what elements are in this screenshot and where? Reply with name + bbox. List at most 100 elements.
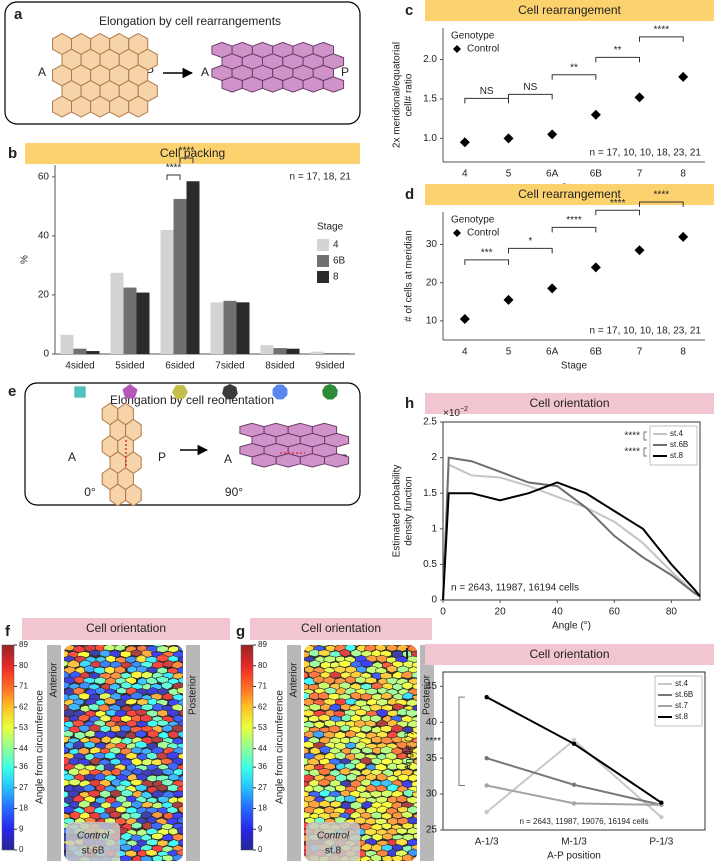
- bar: [236, 302, 250, 354]
- legend-label: st.7: [675, 701, 688, 710]
- cell: [78, 681, 92, 690]
- cell: [77, 645, 91, 647]
- cell: [178, 676, 183, 685]
- cell: [111, 767, 123, 776]
- posterior: P: [158, 450, 166, 464]
- significance-bracket: [508, 93, 553, 100]
- cell: [178, 708, 183, 717]
- colorbar-label: Angle from circumference: [35, 690, 46, 804]
- cell: [162, 659, 175, 668]
- cell: [402, 789, 415, 798]
- bar: [223, 300, 237, 354]
- cell: [370, 811, 383, 820]
- cell: [360, 724, 372, 733]
- cell: [100, 735, 112, 744]
- cell: [339, 724, 352, 732]
- bar: [336, 353, 350, 354]
- cell: [318, 767, 331, 776]
- cell: [104, 751, 118, 760]
- cell: [178, 655, 183, 664]
- mean-marker: [503, 294, 514, 305]
- cell: [156, 645, 169, 653]
- panel-title: Cell packing: [160, 146, 225, 160]
- cell: [375, 708, 389, 718]
- panel-header: [425, 184, 714, 205]
- shape-icon: [172, 385, 188, 399]
- cell: [145, 676, 159, 685]
- legend-label: Control: [467, 44, 499, 55]
- x-tick-label: 80: [666, 607, 678, 618]
- axis-multiplier: ×10−2: [443, 406, 468, 419]
- cell: [178, 838, 183, 848]
- significance-bracket: [464, 97, 509, 104]
- cell: [64, 735, 71, 744]
- annotation: n = 17, 10, 10, 18, 23, 21: [590, 326, 702, 337]
- cell: [156, 709, 169, 718]
- posterior-label: Posterior: [188, 674, 199, 715]
- panel-header: [425, 644, 714, 665]
- cell: [135, 729, 147, 738]
- anterior: A: [38, 65, 46, 79]
- cell: [318, 649, 332, 657]
- cell: [411, 855, 417, 861]
- cell: [115, 742, 127, 750]
- cell: [401, 692, 415, 700]
- cell: [64, 670, 70, 679]
- y-tick-label: 40: [426, 717, 438, 728]
- panel-title: Elongation by cell rearrangements: [99, 14, 281, 28]
- x-tick-label: 60: [609, 607, 621, 618]
- y-axis-label: # of cells at meridian: [404, 230, 415, 322]
- cell: [412, 725, 417, 735]
- cell: [125, 483, 142, 507]
- panel-title: Cell orientation: [301, 621, 381, 635]
- significance-label: **: [614, 45, 622, 56]
- x-tick-label: 6B: [590, 169, 603, 180]
- legend-label: st.6B: [675, 690, 693, 699]
- cell: [304, 746, 310, 755]
- cell: [116, 687, 128, 695]
- colorbar-tick-label: 62: [19, 702, 28, 711]
- x-tick-label: 4sided: [65, 361, 94, 372]
- colorbar-tick-label: 27: [19, 783, 28, 792]
- y-tick-label: 1.5: [423, 488, 437, 499]
- legend-label: st.8: [675, 712, 688, 721]
- anterior: A: [201, 65, 209, 79]
- bar: [136, 292, 150, 354]
- cell: [69, 810, 82, 820]
- cell: [251, 453, 277, 468]
- significance-bracket: [464, 259, 509, 265]
- cell: [386, 645, 399, 652]
- panel-label: h: [405, 395, 414, 412]
- cell: [308, 703, 322, 712]
- panel-header: [25, 143, 360, 164]
- cell: [345, 772, 358, 782]
- x-tick-label: 7: [637, 347, 643, 358]
- cell: [318, 799, 331, 808]
- y-axis-label: %: [20, 255, 31, 264]
- cell: [173, 790, 183, 798]
- colorbar-tick-label: 71: [258, 682, 267, 691]
- cell: [145, 838, 160, 847]
- legend-label: st.8: [670, 451, 683, 460]
- legend-swatch: [317, 239, 329, 251]
- cell: [64, 805, 75, 814]
- cell: [162, 645, 175, 648]
- cell: [120, 681, 133, 690]
- cell: [178, 774, 183, 784]
- panel-header: [425, 393, 714, 414]
- cell: [109, 483, 127, 507]
- cell: [171, 724, 183, 733]
- significance-label: **: [570, 62, 578, 73]
- mean-marker: [590, 109, 601, 120]
- y-tick-label: 1.0: [423, 133, 437, 144]
- point: [484, 694, 489, 700]
- legend-swatch: [317, 271, 329, 283]
- cell: [360, 692, 373, 701]
- y-axis-label: 2x meridional/equatorial: [392, 42, 403, 148]
- cell: [370, 853, 382, 861]
- significance-label: ****: [654, 25, 670, 36]
- significance-bracket: [551, 226, 597, 233]
- x-tick-label: 6A: [546, 169, 559, 180]
- cell: [177, 805, 183, 815]
- cell: [181, 704, 183, 713]
